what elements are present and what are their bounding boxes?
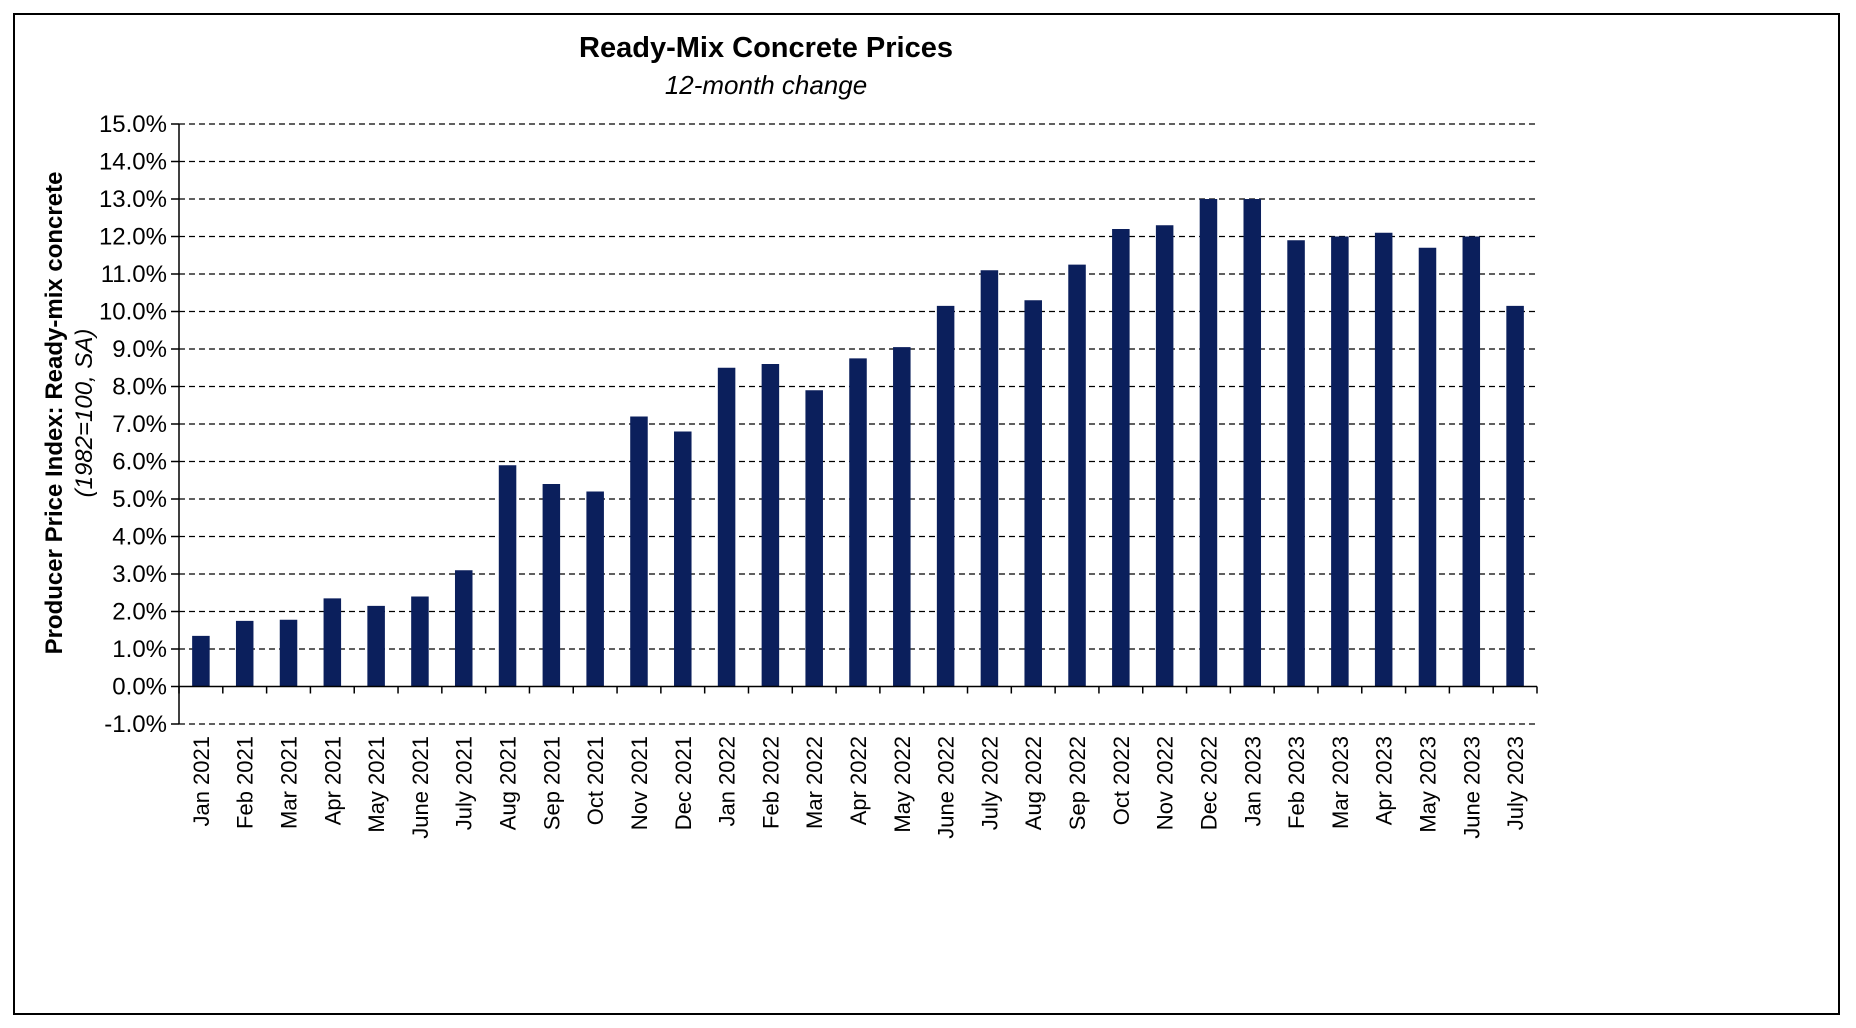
- y-tick-label: 9.0%: [112, 336, 167, 363]
- y-tick-label: 3.0%: [112, 561, 167, 588]
- y-tick-label: 2.0%: [112, 599, 167, 626]
- x-tick-label: Nov 2021: [627, 736, 652, 830]
- x-tick-label: Mar 2021: [277, 736, 302, 829]
- x-tick-label: Nov 2022: [1153, 736, 1178, 830]
- bar: [674, 431, 692, 687]
- bar: [411, 596, 429, 687]
- y-tick-label: 5.0%: [112, 486, 167, 513]
- bar: [542, 484, 561, 687]
- x-tick-label: Oct 2022: [1109, 736, 1134, 825]
- bar: [1199, 199, 1218, 687]
- x-tick-label: Aug 2022: [1021, 736, 1046, 830]
- bar: [1243, 199, 1262, 687]
- y-tick-label: 13.0%: [99, 186, 167, 213]
- x-tick-label: Apr 2022: [846, 736, 871, 825]
- y-tick-label: -1.0%: [104, 711, 167, 738]
- x-tick-label: Aug 2021: [496, 736, 521, 830]
- x-axis-tick-labels: Jan 2021 Feb 2021 Mar 2021 Apr 2021 May 2021…: [189, 736, 1528, 839]
- chart-title: Ready-Mix Concrete Prices: [579, 32, 953, 64]
- bar: [1506, 305, 1524, 687]
- bar: [893, 347, 911, 687]
- x-tick-label: Dec 2022: [1196, 736, 1221, 830]
- bar: [279, 619, 298, 687]
- bars: [192, 199, 1524, 687]
- bar: [192, 635, 210, 687]
- x-tick-label: Feb 2021: [233, 736, 258, 829]
- x-tick-label: June 2022: [934, 736, 959, 839]
- x-tick-label: Feb 2022: [758, 736, 783, 829]
- bar: [1112, 229, 1130, 687]
- y-tick-label: 11.0%: [101, 261, 167, 288]
- x-tick-label: May 2022: [890, 736, 915, 833]
- bar: [454, 570, 473, 687]
- x-tick-label: Apr 2021: [320, 736, 345, 825]
- x-tick-label: Mar 2022: [802, 736, 827, 829]
- x-tick-label: May 2021: [364, 736, 389, 833]
- x-tick-label: Apr 2023: [1372, 736, 1397, 825]
- x-tick-label: Jan 2023: [1240, 736, 1265, 827]
- gridlines: [171, 123, 1537, 725]
- x-tick-label: Jan 2022: [715, 736, 740, 827]
- x-tick-label: Mar 2023: [1328, 736, 1353, 829]
- y-tick-label: 4.0%: [112, 524, 167, 551]
- bar: [1331, 236, 1349, 687]
- y-tick-label: 12.0%: [99, 224, 167, 251]
- bar: [1068, 264, 1086, 687]
- x-tick-label: July 2022: [977, 736, 1002, 830]
- y-axis-label: Producer Price Index: Ready-mix concrete: [41, 172, 68, 655]
- bar: [1024, 300, 1042, 687]
- bar: [1462, 236, 1481, 687]
- bar: [805, 390, 823, 687]
- y-tick-label: 0.0%: [112, 674, 167, 701]
- bar: [1287, 240, 1305, 687]
- x-tick-label: Dec 2021: [671, 736, 696, 830]
- x-tick-label: Sep 2021: [539, 736, 564, 830]
- y-tick-label: 8.0%: [112, 374, 167, 401]
- bar: [323, 598, 342, 687]
- y-tick-label: 10.0%: [99, 299, 167, 326]
- x-tick-label: Oct 2021: [583, 736, 608, 825]
- x-tick-label: July 2021: [452, 736, 477, 830]
- chart-subtitle: 12-month change: [665, 70, 867, 100]
- bar: [849, 358, 867, 687]
- x-tick-label: Feb 2023: [1284, 736, 1309, 829]
- bar: [586, 491, 604, 687]
- bar: [761, 364, 780, 687]
- y-tick-label: 15.0%: [99, 111, 167, 138]
- x-tick-label: Sep 2022: [1065, 736, 1090, 830]
- bar: [630, 416, 648, 687]
- bar: [980, 270, 999, 687]
- y-axis-tick-labels: -1.0% 0.0% 1.0% 2.0% 3.0% 4.0% 5.0% 6.0% 7.0% 8.0…: [99, 111, 167, 738]
- bar: [936, 305, 955, 687]
- y-tick-label: 7.0%: [112, 411, 167, 438]
- x-tick-label: May 2023: [1415, 736, 1440, 833]
- bar: [1418, 247, 1437, 687]
- bar: [498, 465, 517, 687]
- y-tick-label: 6.0%: [112, 449, 167, 476]
- axes: [178, 124, 1538, 724]
- x-tick-label: June 2023: [1459, 736, 1484, 839]
- x-tick-label: July 2023: [1503, 736, 1528, 830]
- y-tick-label: 14.0%: [99, 149, 167, 176]
- y-tick-label: 1.0%: [112, 636, 167, 663]
- chart-frame: Ready-Mix Concrete Prices 12-month chang…: [13, 13, 1840, 1015]
- bar: [235, 620, 254, 687]
- x-tick-label: June 2021: [408, 736, 433, 839]
- bar: [367, 605, 385, 687]
- x-tick-label: Jan 2021: [189, 736, 214, 827]
- y-axis-sublabel: (1982=100, SA): [71, 329, 98, 498]
- chart-svg: Ready-Mix Concrete Prices 12-month chang…: [41, 32, 1538, 839]
- y-axis-label-group: Producer Price Index: Ready-mix concrete…: [41, 172, 98, 655]
- bar: [1155, 225, 1174, 687]
- bar: [1374, 232, 1393, 687]
- bar: [717, 367, 736, 687]
